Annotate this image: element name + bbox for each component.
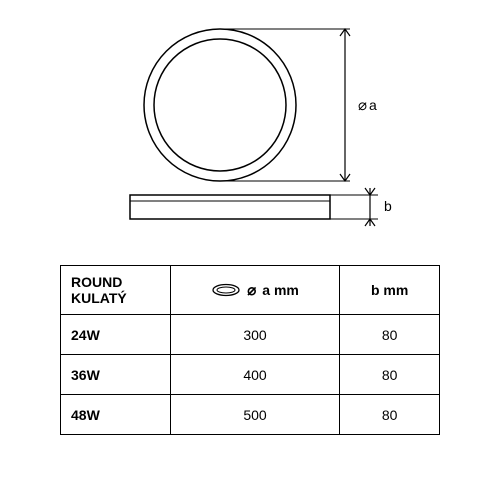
header-model-line2: KULATÝ — [71, 290, 127, 306]
table-header-row: ROUND KULATÝ ⌀ a mm b mm — [61, 266, 440, 315]
cell-a: 300 — [170, 315, 340, 355]
cell-model: 24W — [61, 315, 171, 355]
header-model-line1: ROUND — [71, 274, 122, 290]
diameter-icon: ⌀ — [247, 281, 256, 299]
cell-b: 80 — [340, 395, 440, 435]
cell-a: 400 — [170, 355, 340, 395]
dim-b-letter: b — [384, 198, 392, 214]
dimension-diagram: ⌀ a b — [90, 20, 410, 245]
header-model: ROUND KULATÝ — [61, 266, 171, 315]
cell-a: 500 — [170, 395, 340, 435]
cell-model: 48W — [61, 395, 171, 435]
table-row: 36W 400 80 — [61, 355, 440, 395]
dim-a-label: ⌀ a — [358, 96, 377, 114]
header-a-text: a mm — [262, 282, 299, 298]
spec-table: ROUND KULATÝ ⌀ a mm b mm — [60, 265, 440, 435]
header-b: b mm — [340, 266, 440, 315]
cell-model: 36W — [61, 355, 171, 395]
diagram-svg — [90, 20, 410, 245]
dim-b-label: b — [384, 198, 392, 214]
table-row: 24W 300 80 — [61, 315, 440, 355]
ellipse-icon — [211, 283, 241, 297]
header-b-text: b mm — [371, 282, 408, 298]
cell-b: 80 — [340, 355, 440, 395]
table-row: 48W 500 80 — [61, 395, 440, 435]
diameter-icon: ⌀ — [358, 96, 367, 114]
dim-a-letter: a — [369, 97, 377, 113]
cell-b: 80 — [340, 315, 440, 355]
header-a: ⌀ a mm — [170, 266, 340, 315]
